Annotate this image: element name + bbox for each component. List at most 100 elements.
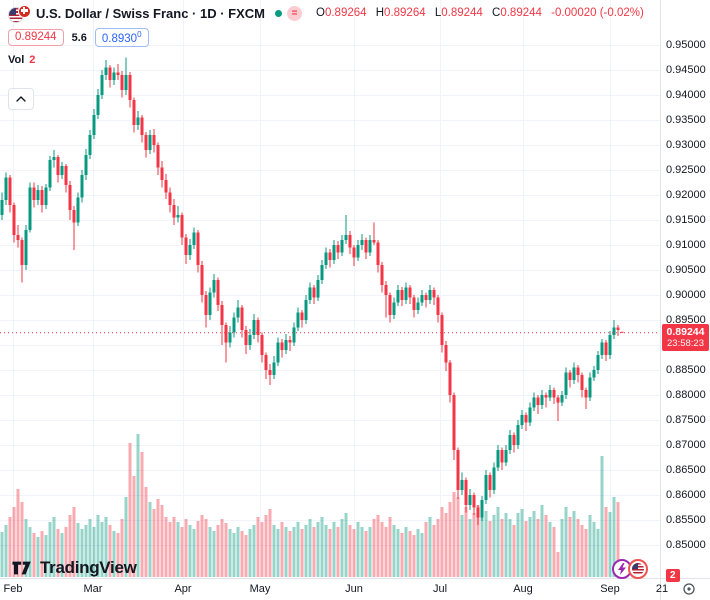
candle-wick xyxy=(289,336,291,351)
candle-body xyxy=(528,407,532,423)
candle-body xyxy=(64,166,68,185)
candle-body xyxy=(312,287,316,298)
open-label: O xyxy=(316,7,325,19)
candle-body xyxy=(524,415,528,423)
volume-bar xyxy=(76,523,80,577)
candle-body xyxy=(120,75,124,90)
candle-body xyxy=(340,240,344,253)
candle-body xyxy=(492,467,496,490)
volume-bar xyxy=(200,515,204,577)
candle-body xyxy=(144,135,148,150)
volume-bar xyxy=(616,502,620,577)
candle-body xyxy=(44,187,48,205)
candle-wick xyxy=(117,64,119,80)
candle-body xyxy=(112,72,116,80)
volume-bar xyxy=(364,531,368,577)
candle-body xyxy=(444,345,448,363)
us-market-flag-icon[interactable] xyxy=(628,559,648,579)
candle-body xyxy=(148,135,152,150)
volume-bar xyxy=(552,527,556,577)
candle-body xyxy=(364,240,368,253)
candle-body xyxy=(476,507,480,518)
candle-body xyxy=(436,297,440,315)
candle-body xyxy=(440,315,444,345)
candle-body xyxy=(80,175,84,198)
volume-bar xyxy=(148,502,152,577)
volume-bar xyxy=(548,522,552,577)
candle-body xyxy=(200,265,204,295)
volume-bar xyxy=(352,529,356,577)
volume-bar xyxy=(304,525,308,577)
volume-bar xyxy=(56,529,60,577)
candle-body xyxy=(468,495,472,505)
volume-bar xyxy=(224,523,228,577)
candle-wick xyxy=(585,387,587,409)
candle-body xyxy=(376,242,380,265)
volume-bar xyxy=(116,533,120,577)
candle-body xyxy=(352,247,356,258)
collapse-panel-button[interactable] xyxy=(8,88,34,110)
volume-bar xyxy=(192,529,196,577)
candle-body xyxy=(332,245,336,260)
candle-body xyxy=(32,187,36,200)
volume-bar xyxy=(292,527,296,577)
volume-bar xyxy=(220,519,224,577)
candle-body xyxy=(412,297,416,310)
volume-bar xyxy=(600,456,604,577)
candle-body xyxy=(460,480,464,490)
candle-body xyxy=(288,340,292,343)
buy-ask-button[interactable]: 0.89300 xyxy=(94,27,149,48)
candle-body xyxy=(580,375,584,390)
delayed-data-icon[interactable]: = xyxy=(287,5,302,21)
volume-bar xyxy=(340,519,344,577)
volume-bar xyxy=(460,515,464,577)
volume-bar xyxy=(312,527,316,577)
volume-bar xyxy=(412,535,416,577)
sell-bid-button[interactable]: 0.89244 xyxy=(8,29,64,46)
last-price-badge[interactable]: 0.89244 23:58:23 xyxy=(662,324,709,351)
volume-bar xyxy=(500,519,504,577)
candle-body xyxy=(20,240,24,265)
candle-wick xyxy=(617,325,619,336)
volume-bar xyxy=(320,517,324,577)
volume-bar xyxy=(444,513,448,577)
symbol-title[interactable]: U.S. Dollar / Swiss Franc · 1D · FXCM xyxy=(36,5,265,21)
candle-body xyxy=(40,190,44,205)
candle-wick xyxy=(385,281,387,318)
candle-body xyxy=(548,390,552,398)
volume-bar xyxy=(240,531,244,577)
candle-body xyxy=(380,265,384,285)
tradingview-logo-mark-icon xyxy=(12,561,31,575)
tradingview-logo[interactable]: TradingView xyxy=(10,556,137,580)
market-status-dot[interactable] xyxy=(275,9,282,17)
volume-bar xyxy=(60,533,64,577)
volume-bar xyxy=(424,522,428,577)
candle-body xyxy=(480,500,484,518)
volume-bar xyxy=(104,517,108,577)
volume-bar xyxy=(496,507,500,577)
axis-settings-icon[interactable] xyxy=(682,582,696,596)
volume-bar xyxy=(124,497,128,577)
candle-body xyxy=(140,117,144,135)
candle-body xyxy=(556,397,560,403)
chevron-up-icon xyxy=(16,96,26,102)
candle-body xyxy=(388,295,392,315)
candle-body xyxy=(84,155,88,175)
candle-body xyxy=(48,160,52,188)
swiss-flag-icon xyxy=(18,4,31,18)
volume-bar xyxy=(268,509,272,577)
volume-bar xyxy=(280,522,284,577)
candle-body xyxy=(284,340,288,350)
us-flag-canton xyxy=(9,7,16,15)
candle-wick xyxy=(557,395,559,421)
volume-bar xyxy=(584,529,588,577)
close-label: C xyxy=(492,7,501,19)
high-label: H xyxy=(375,7,385,19)
volume-bar xyxy=(228,529,232,577)
candle-body xyxy=(616,327,620,330)
candle-body xyxy=(620,331,624,333)
candle-body xyxy=(420,295,424,303)
volume-bar xyxy=(492,515,496,577)
volume-bar xyxy=(536,519,540,577)
